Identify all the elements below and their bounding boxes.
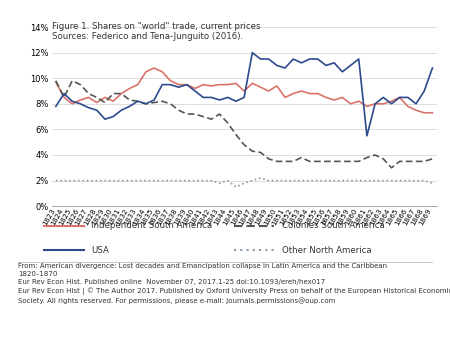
Text: Figure 1. Shares on "world" trade, current prices
Sources: Federico and Tena-Jun: Figure 1. Shares on "world" trade, curre…: [52, 22, 260, 41]
Text: Other North America: Other North America: [282, 246, 371, 255]
Text: Colonies South America: Colonies South America: [282, 221, 384, 230]
Text: From: American divergence: Lost decades and Emancipation collapse in Latin Ameri: From: American divergence: Lost decades …: [18, 264, 450, 305]
Text: USA: USA: [91, 246, 109, 255]
Text: Independent South America: Independent South America: [91, 221, 212, 230]
